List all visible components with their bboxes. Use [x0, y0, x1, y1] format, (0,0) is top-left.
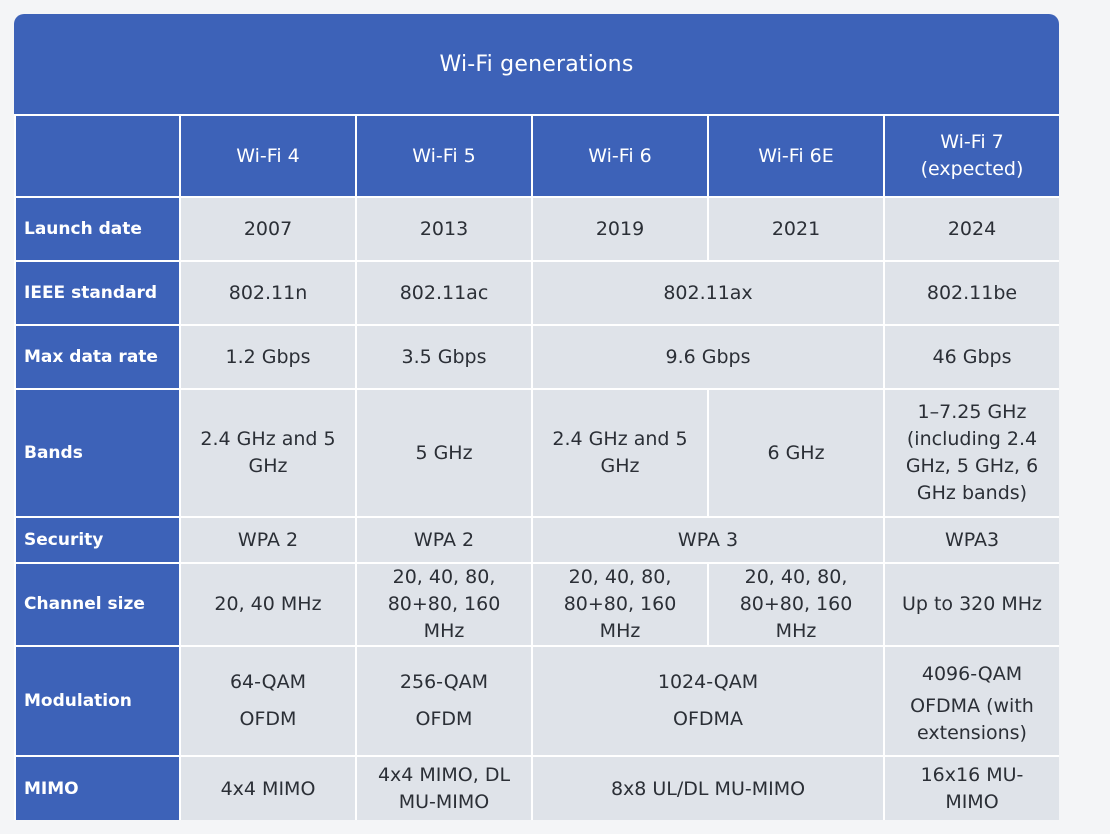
row-label-mimo: MIMO: [14, 755, 181, 820]
cell-bands-wifi5: 5 GHz: [355, 388, 533, 518]
cell-line: MHz: [423, 620, 465, 642]
cell-line: OFDMA (with: [910, 694, 1034, 717]
row-label-launch-date: Launch date: [14, 196, 181, 262]
header-row: Wi-Fi 4 Wi-Fi 5 Wi-Fi 6 Wi-Fi 6E Wi-Fi 7…: [14, 114, 1059, 198]
cell-modulation-wifi6-6e: 1024-QAM OFDMA: [531, 645, 885, 757]
cell-mimo-wifi7: 16x16 MU- MIMO: [883, 755, 1059, 820]
cell-bands-wifi6: 2.4 GHz and 5 GHz: [531, 388, 709, 518]
cell-launch-date-wifi6e: 2021: [707, 196, 885, 262]
cell-line: MHz: [599, 620, 641, 642]
cell-line: GHz: [600, 455, 640, 477]
cell-channel-size-wifi6: 20, 40, 80, 80+80, 160 MHz: [531, 562, 709, 647]
cell-line: 20, 40, 80,: [744, 566, 848, 588]
cell-line: MIMO: [945, 791, 999, 813]
cell-ieee-standard-wifi6-6e: 802.11ax: [531, 260, 885, 326]
row-label-security: Security: [14, 516, 181, 564]
column-header-label: Wi-Fi 7: [940, 131, 1004, 153]
cell-line: 80+80, 160: [739, 593, 853, 615]
wifi-generations-table-card: Wi-Fi generations Wi-Fi 4 Wi-Fi 5 Wi-Fi …: [14, 14, 1059, 820]
cell-ieee-standard-wifi5: 802.11ac: [355, 260, 533, 326]
cell-line: 80+80, 160: [563, 593, 677, 615]
cell-launch-date-wifi4: 2007: [179, 196, 357, 262]
cell-modulation-wifi5: 256-QAM OFDM: [355, 645, 533, 757]
cell-security-wifi5: WPA 2: [355, 516, 533, 564]
cell-mimo-wifi6-6e: 8x8 UL/DL MU-MIMO: [531, 755, 885, 820]
cell-line: 4x4 MIMO, DL: [377, 764, 511, 786]
cell-line: 64-QAM: [229, 671, 307, 693]
row-modulation: Modulation 64-QAM OFDM 256-QAM OFDM 1024…: [14, 645, 1059, 757]
wifi-generations-table: Wi-Fi 4 Wi-Fi 5 Wi-Fi 6 Wi-Fi 6E Wi-Fi 7…: [14, 114, 1059, 820]
cell-line: OFDM: [415, 708, 473, 730]
cell-max-data-rate-wifi7: 46 Gbps: [883, 324, 1059, 390]
row-label-ieee-standard: IEEE standard: [14, 260, 181, 326]
column-header-wifi6: Wi-Fi 6: [531, 114, 709, 198]
cell-line: OFDMA: [673, 708, 743, 730]
cell-launch-date-wifi5: 2013: [355, 196, 533, 262]
row-launch-date: Launch date 2007 2013 2019 2021 2024: [14, 196, 1059, 262]
cell-line: 16x16 MU-: [920, 764, 1024, 786]
column-header-wifi7: Wi-Fi 7 (expected): [883, 114, 1059, 198]
cell-channel-size-wifi6e: 20, 40, 80, 80+80, 160 MHz: [707, 562, 885, 647]
column-header-label: Wi-Fi 6: [588, 144, 652, 167]
cell-channel-size-wifi5: 20, 40, 80, 80+80, 160 MHz: [355, 562, 533, 647]
cell-mimo-wifi5: 4x4 MIMO, DL MU-MIMO: [355, 755, 533, 820]
table-title: Wi-Fi generations: [14, 14, 1059, 114]
cell-bands-wifi7: 1–7.25 GHz (including 2.4 GHz, 5 GHz, 6 …: [883, 388, 1059, 518]
cell-bands-wifi6e: 6 GHz: [707, 388, 885, 518]
cell-line: OFDM: [239, 708, 297, 730]
row-channel-size: Channel size 20, 40 MHz 20, 40, 80, 80+8…: [14, 562, 1059, 647]
cell-line: 2.4 GHz and 5: [200, 428, 336, 450]
cell-line: GHz: [248, 455, 288, 477]
row-mimo: MIMO 4x4 MIMO 4x4 MIMO, DL MU-MIMO 8x8 U…: [14, 755, 1059, 820]
cell-line: GHz, 5 GHz, 6: [905, 455, 1039, 477]
cell-max-data-rate-wifi5: 3.5 Gbps: [355, 324, 533, 390]
column-header-label: Wi-Fi 5: [412, 144, 476, 167]
cell-line: 2.4 GHz and 5: [552, 428, 688, 450]
column-header-wifi6e: Wi-Fi 6E: [707, 114, 885, 198]
row-label-bands: Bands: [14, 388, 181, 518]
cell-ieee-standard-wifi7: 802.11be: [883, 260, 1059, 326]
cell-line: (including 2.4: [906, 428, 1038, 450]
row-ieee-standard: IEEE standard 802.11n 802.11ac 802.11ax …: [14, 260, 1059, 326]
cell-line: 80+80, 160: [387, 593, 501, 615]
cell-line: 4096-QAM: [921, 662, 1023, 685]
row-label-channel-size: Channel size: [14, 562, 181, 647]
cell-channel-size-wifi4: 20, 40 MHz: [179, 562, 357, 647]
cell-line: GHz bands): [916, 482, 1028, 504]
cell-launch-date-wifi6: 2019: [531, 196, 709, 262]
cell-ieee-standard-wifi4: 802.11n: [179, 260, 357, 326]
column-header-wifi4: Wi-Fi 4: [179, 114, 357, 198]
cell-line: 20, 40, 80,: [568, 566, 672, 588]
cell-modulation-wifi7: 4096-QAM OFDMA (with extensions): [883, 645, 1059, 757]
cell-channel-size-wifi7: Up to 320 MHz: [883, 562, 1059, 647]
row-label-max-data-rate: Max data rate: [14, 324, 181, 390]
row-max-data-rate: Max data rate 1.2 Gbps 3.5 Gbps 9.6 Gbps…: [14, 324, 1059, 390]
cell-line: 1024-QAM: [657, 671, 759, 693]
cell-line: 1–7.25 GHz: [917, 401, 1027, 423]
cell-bands-wifi4: 2.4 GHz and 5 GHz: [179, 388, 357, 518]
column-header-sublabel: (expected): [920, 158, 1024, 180]
cell-security-wifi6-6e: WPA 3: [531, 516, 885, 564]
cell-line: 20, 40, 80,: [392, 566, 496, 588]
column-header-label: Wi-Fi 4: [236, 144, 300, 167]
row-bands: Bands 2.4 GHz and 5 GHz 5 GHz 2.4 GHz an…: [14, 388, 1059, 518]
column-header-label: Wi-Fi 6E: [758, 144, 834, 167]
cell-line: 256-QAM: [399, 671, 489, 693]
cell-launch-date-wifi7: 2024: [883, 196, 1059, 262]
cell-line: MHz: [775, 620, 817, 642]
cell-max-data-rate-wifi4: 1.2 Gbps: [179, 324, 357, 390]
cell-mimo-wifi4: 4x4 MIMO: [179, 755, 357, 820]
row-label-modulation: Modulation: [14, 645, 181, 757]
cell-security-wifi4: WPA 2: [179, 516, 357, 564]
row-security: Security WPA 2 WPA 2 WPA 3 WPA3: [14, 516, 1059, 564]
column-header-wifi5: Wi-Fi 5: [355, 114, 533, 198]
cell-line: extensions): [917, 721, 1027, 744]
cell-modulation-wifi4: 64-QAM OFDM: [179, 645, 357, 757]
corner-cell: [14, 114, 181, 198]
cell-security-wifi7: WPA3: [883, 516, 1059, 564]
cell-line: MU-MIMO: [398, 791, 490, 813]
cell-max-data-rate-wifi6-6e: 9.6 Gbps: [531, 324, 885, 390]
